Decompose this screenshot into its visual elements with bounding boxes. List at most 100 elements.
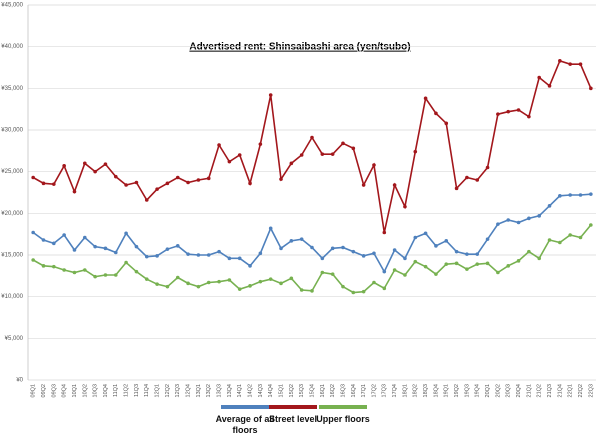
x-tick-label: 17Q4 — [392, 384, 398, 397]
point — [268, 226, 273, 231]
x-tick-label: 13Q1 — [196, 384, 202, 397]
x-tick-label: 15Q4 — [309, 384, 315, 397]
legend-label: Upper floors — [316, 414, 370, 424]
point — [165, 181, 170, 186]
point — [403, 273, 407, 277]
x-tick-label: 18Q1 — [402, 384, 408, 397]
point — [113, 250, 118, 255]
x-tick-label: 09Q4 — [62, 384, 68, 397]
x-tick-label: 17Q1 — [361, 384, 367, 397]
point — [320, 152, 325, 156]
point — [485, 237, 490, 241]
legend-label: Average of all floors — [215, 414, 275, 435]
legend-entry: Upper floors — [308, 405, 378, 425]
point — [289, 276, 294, 281]
point — [423, 264, 428, 269]
point — [83, 268, 87, 272]
point — [248, 181, 252, 186]
x-tick-label: 10Q1 — [72, 384, 78, 397]
point — [475, 178, 480, 182]
point — [289, 239, 294, 243]
point — [589, 86, 593, 91]
point — [196, 284, 201, 289]
point — [413, 149, 418, 154]
point — [496, 112, 500, 116]
point — [62, 268, 66, 272]
point — [217, 279, 221, 284]
x-tick-label: 21Q2 — [537, 384, 543, 397]
point — [289, 161, 294, 166]
point — [258, 142, 263, 146]
point — [351, 249, 356, 254]
point — [320, 270, 325, 275]
point — [217, 143, 221, 147]
point — [237, 153, 242, 157]
x-tick-label: 18Q4 — [433, 384, 439, 397]
point — [227, 278, 232, 282]
x-tick-label: 19Q1 — [444, 384, 450, 397]
point — [382, 269, 387, 274]
point — [186, 281, 190, 286]
point — [52, 241, 56, 246]
y-tick-label: ¥0 — [16, 378, 23, 384]
point — [72, 189, 77, 194]
x-tick-label: 19Q4 — [475, 384, 481, 397]
point — [186, 180, 190, 185]
point — [134, 244, 139, 249]
point — [31, 258, 35, 262]
point — [93, 244, 97, 249]
point — [361, 254, 366, 258]
point — [423, 96, 428, 101]
point — [537, 214, 541, 218]
point — [134, 269, 139, 274]
series-line — [32, 224, 592, 294]
point — [568, 233, 572, 237]
point — [558, 240, 562, 245]
point — [165, 247, 170, 251]
y-tick-label: ¥20,000 — [1, 211, 23, 217]
x-tick-label: 16Q3 — [340, 384, 346, 397]
x-tick-label: 14Q3 — [258, 384, 264, 397]
point — [361, 183, 366, 187]
point — [62, 233, 66, 237]
point — [196, 253, 201, 257]
point — [206, 253, 211, 257]
y-tick-label: ¥30,000 — [1, 128, 23, 134]
chart-title: Advertised rent: Shinsaibashi area (yen/… — [189, 42, 410, 53]
point — [465, 175, 469, 180]
point — [103, 162, 108, 166]
point — [403, 256, 407, 261]
point — [103, 246, 108, 251]
point — [310, 289, 314, 293]
y-tick-label: ¥35,000 — [1, 86, 23, 92]
point — [537, 75, 541, 80]
legend-entry: Street level — [258, 405, 328, 425]
point — [568, 193, 572, 197]
point — [279, 246, 283, 251]
point — [372, 251, 376, 256]
point — [341, 141, 345, 146]
x-tick-label: 14Q1 — [237, 384, 243, 397]
point — [124, 183, 128, 187]
point — [454, 261, 459, 266]
point — [475, 262, 480, 266]
point — [516, 259, 521, 263]
x-tick-label: 17Q3 — [382, 384, 388, 397]
point — [413, 259, 418, 264]
point — [237, 256, 242, 261]
point — [268, 277, 273, 281]
x-tick-label: 09Q2 — [41, 384, 47, 397]
x-tick-label: 11Q4 — [144, 384, 150, 397]
x-tick-label: 20Q4 — [516, 384, 522, 397]
point — [248, 264, 252, 268]
point — [299, 288, 304, 292]
x-tick-label: 16Q4 — [351, 384, 357, 397]
point — [589, 223, 593, 227]
point — [341, 245, 345, 250]
point — [558, 59, 562, 63]
point — [578, 193, 583, 197]
point — [444, 121, 449, 126]
point — [41, 181, 46, 186]
point — [72, 248, 77, 252]
